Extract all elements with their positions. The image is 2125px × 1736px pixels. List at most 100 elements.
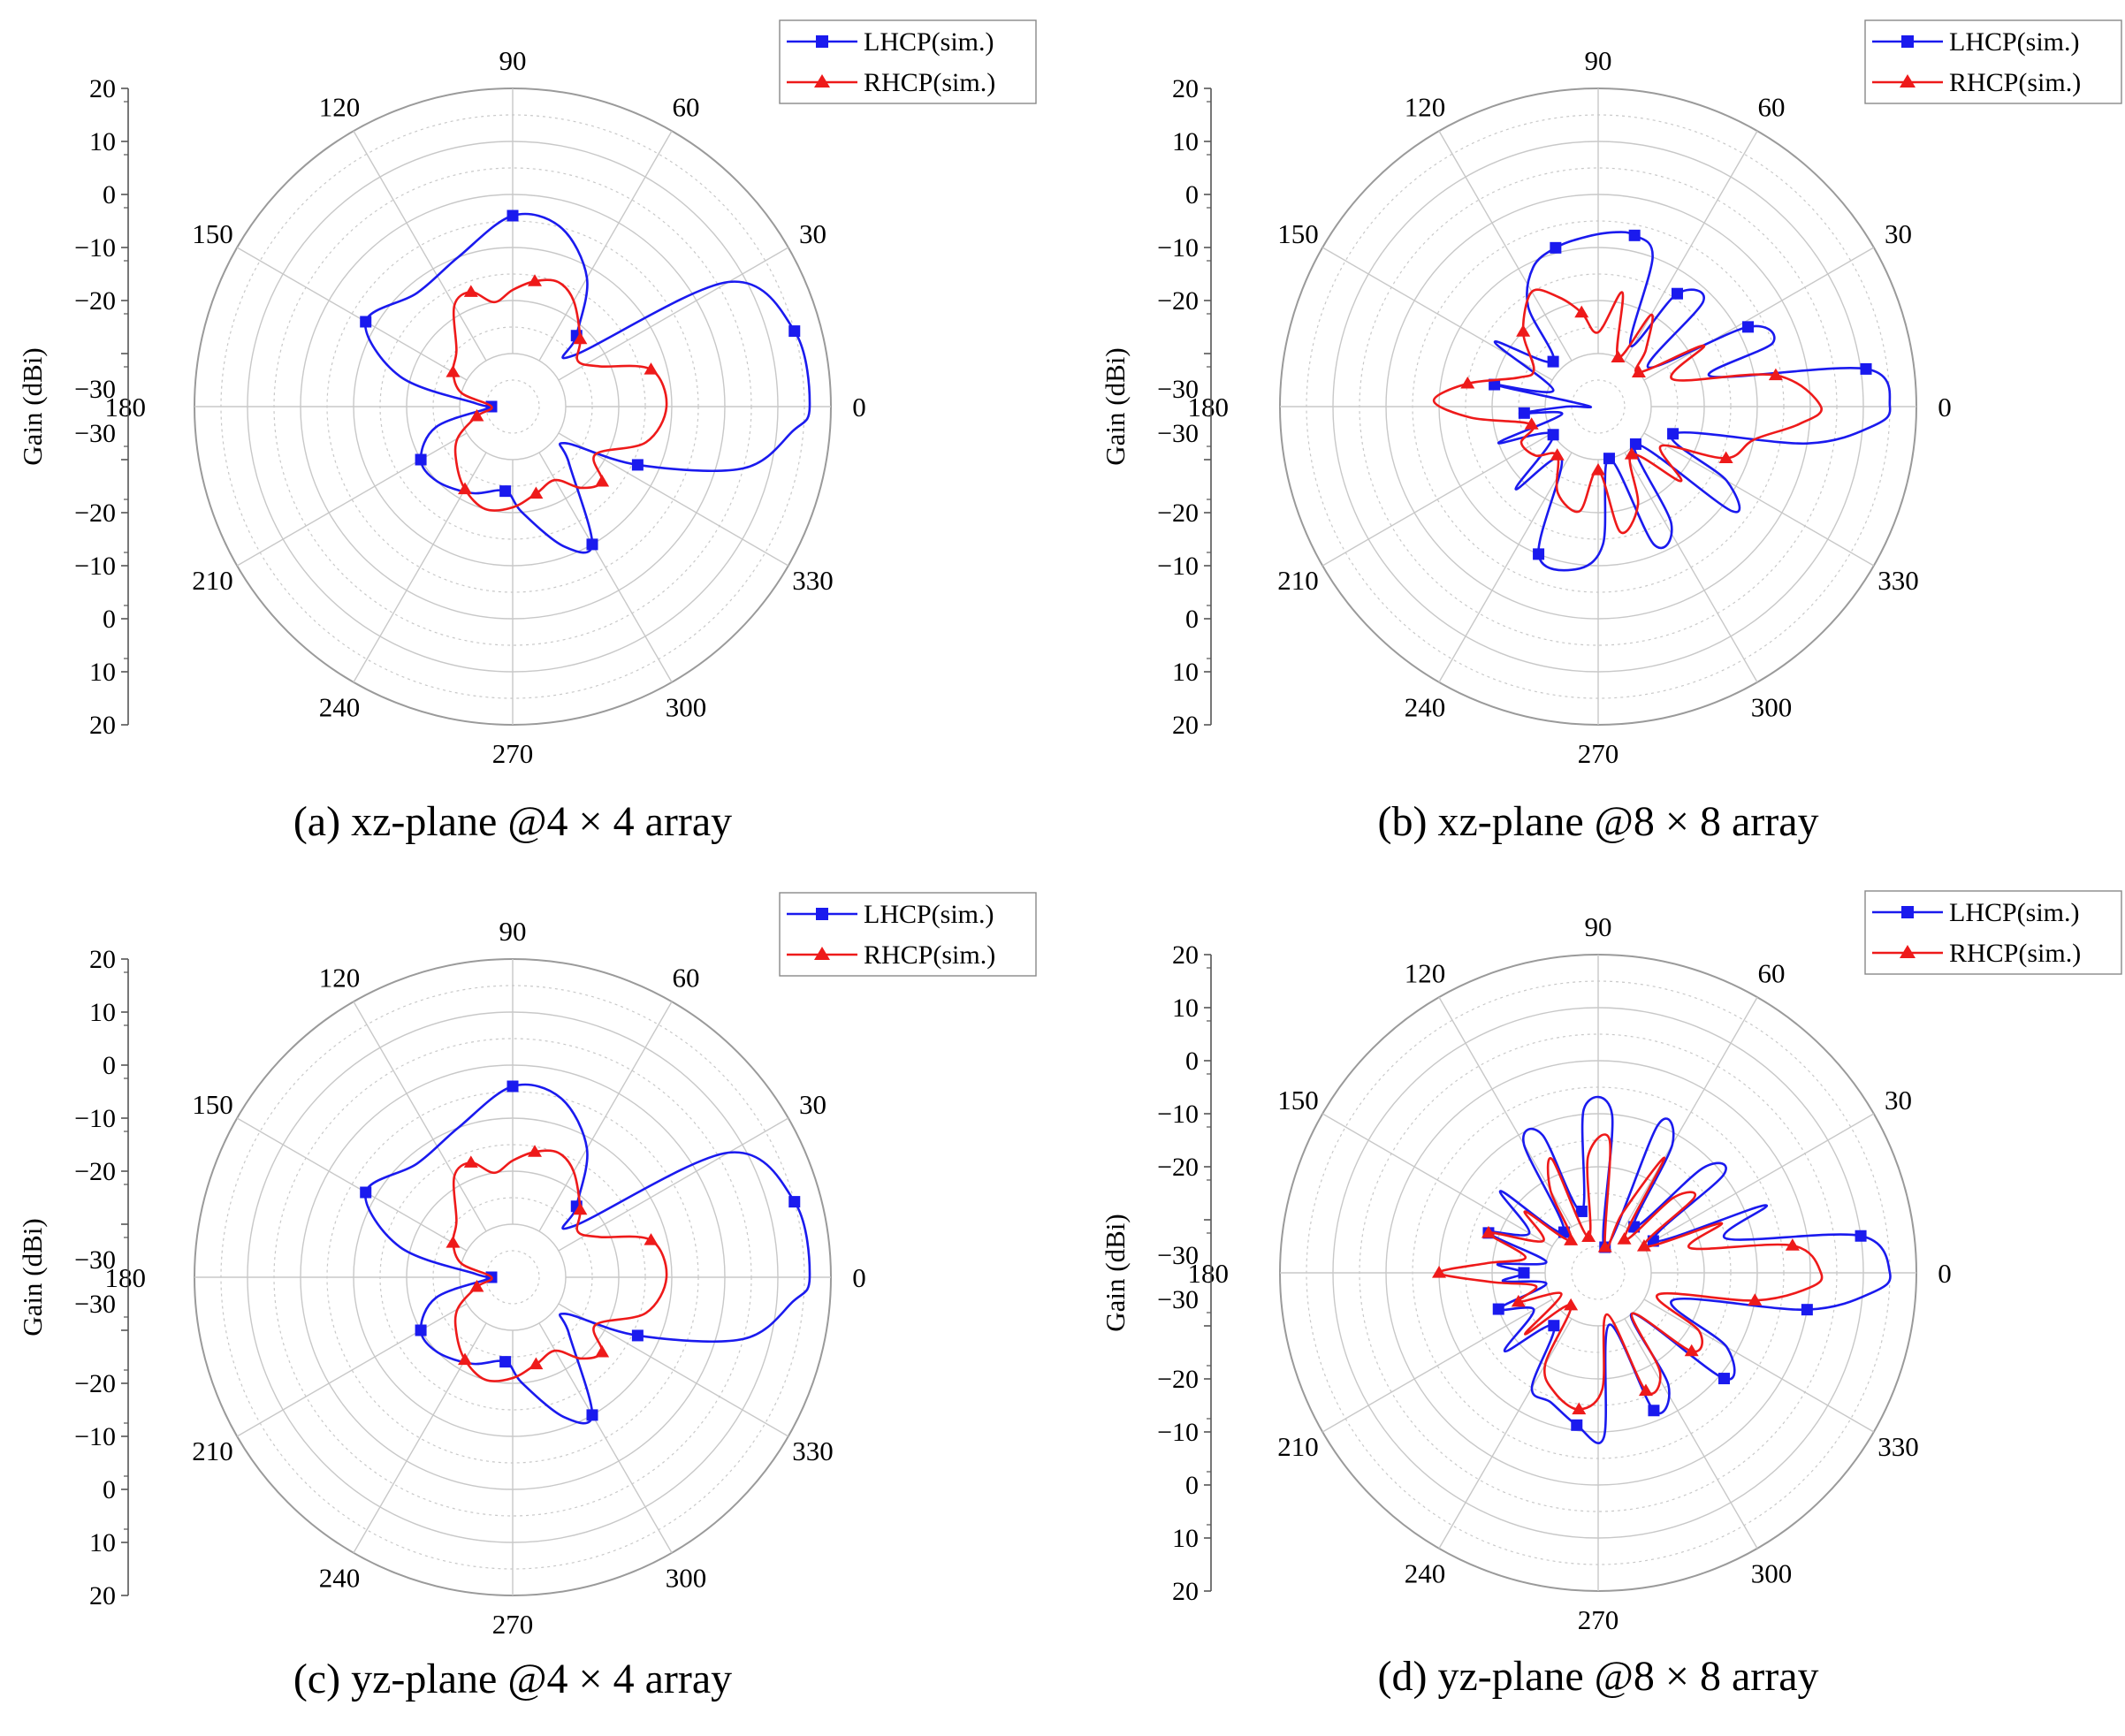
angle-label: 270 [492, 1609, 534, 1640]
angle-label: 30 [799, 1089, 826, 1120]
polar-panel-3: 0 30 60 90 120 150 210 240 270 300 330 180 20 10 0 −10 −… [17, 892, 1037, 1702]
grid-spoke [558, 247, 789, 381]
rhcp-marker [1636, 1239, 1651, 1252]
angle-label: 60 [1758, 92, 1786, 123]
panel-caption: (c) yz-plane @4 × 4 array [293, 1656, 732, 1702]
radial-tick-label: −30 [1157, 1285, 1199, 1314]
radial-tick-label: 0 [1185, 605, 1199, 634]
legend-marker-triangle [1900, 74, 1916, 88]
rhcp-marker [1511, 1294, 1526, 1307]
radial-tick-label: 20 [89, 1581, 116, 1610]
angle-label: 90 [499, 916, 527, 947]
radial-tick-label: 20 [1172, 1577, 1199, 1606]
angle-label: 180 [1188, 392, 1230, 423]
radial-tick-label: −10 [1157, 233, 1199, 263]
angle-label: 210 [1277, 565, 1319, 596]
grid-spoke [538, 1322, 673, 1554]
legend-label: RHCP(sim.) [864, 68, 995, 97]
panel-caption: (d) yz-plane @8 × 8 array [1377, 1653, 1818, 1700]
grid-minor-circle [485, 379, 540, 434]
angle-label: 150 [192, 1089, 233, 1120]
legend-box [779, 892, 1037, 977]
grid-spoke [1438, 130, 1573, 362]
lhcp-marker [1671, 287, 1683, 300]
angle-label: 30 [1885, 1085, 1912, 1115]
radial-tick-label: −10 [74, 233, 116, 263]
rhcp-marker [528, 1145, 543, 1157]
angle-label: 210 [192, 565, 233, 596]
legend-marker-square [816, 35, 828, 48]
angle-label: 60 [1758, 958, 1786, 989]
rhcp-marker [529, 486, 544, 499]
radial-tick-label: −30 [74, 1290, 116, 1319]
rhcp-marker [469, 408, 484, 422]
grid-spoke [236, 247, 468, 381]
lhcp-marker [631, 459, 644, 471]
grid-spoke [1643, 1113, 1875, 1247]
rhcp-marker [595, 474, 610, 487]
legend-box [1864, 890, 2122, 975]
radial-tick-label: 10 [89, 998, 116, 1027]
legend-box [1864, 19, 2122, 104]
rhcp-marker [1591, 463, 1605, 476]
legend: LHCP(sim.) RHCP(sim.) [779, 19, 1037, 104]
angle-label: 270 [1578, 1604, 1619, 1635]
lhcp-marker [1550, 241, 1562, 254]
radial-tick-label: 0 [103, 605, 116, 634]
grid-minor-circle [1571, 1245, 1626, 1300]
lhcp-marker [1575, 1205, 1588, 1217]
rhcp-marker [446, 1236, 461, 1248]
legend-label: RHCP(sim.) [1949, 68, 2081, 97]
grid-circle [459, 1223, 567, 1331]
rhcp-marker [1574, 305, 1589, 318]
angle-label: 300 [1751, 691, 1793, 722]
grid-spoke [1438, 452, 1573, 683]
legend: LHCP(sim.) RHCP(sim.) [1864, 19, 2122, 104]
rhcp-marker [1768, 368, 1783, 381]
legend-marker-square [816, 908, 828, 920]
legend-box [779, 19, 1037, 104]
legend: LHCP(sim.) RHCP(sim.) [779, 892, 1037, 977]
rhcp-marker [1581, 1230, 1596, 1243]
legend-label: LHCP(sim.) [1949, 898, 2080, 927]
angle-label: 240 [319, 691, 361, 722]
angle-label: 0 [1938, 1258, 1952, 1289]
legend-marker-square [1901, 906, 1914, 918]
lhcp-marker [1571, 1419, 1583, 1431]
lhcp-marker [360, 316, 372, 328]
grid-spoke [538, 130, 673, 362]
grid-spoke [353, 1001, 487, 1232]
rhcp-marker [1617, 1232, 1632, 1245]
lhcp-marker [499, 485, 512, 498]
rhcp-marker [469, 1279, 484, 1292]
y-axis-title: Gain (dBi) [1100, 347, 1131, 465]
lhcp-marker [506, 209, 519, 222]
rhcp-marker [1572, 1402, 1587, 1415]
grid-spoke [1624, 996, 1758, 1228]
legend: LHCP(sim.) RHCP(sim.) [1864, 890, 2122, 975]
lhcp-marker [1667, 428, 1679, 440]
radial-tick-label: 10 [89, 658, 116, 687]
angle-label: 240 [1405, 1557, 1446, 1588]
angle-label: 300 [666, 1562, 707, 1593]
y-axis-title: Gain (dBi) [17, 1218, 48, 1336]
rhcp-marker [1432, 1266, 1446, 1278]
radial-tick-label: 0 [103, 1475, 116, 1504]
angle-label: 330 [792, 565, 834, 596]
lhcp-marker [788, 325, 801, 338]
lhcp-marker [1489, 378, 1501, 391]
lhcp-marker [1547, 429, 1559, 441]
rhcp-marker [528, 274, 543, 286]
lhcp-marker [1518, 1267, 1530, 1279]
radial-tick-label: 0 [1185, 1047, 1199, 1076]
angle-label: 180 [105, 392, 147, 423]
radial-tick-label: −10 [74, 552, 116, 581]
grid-spoke [1624, 130, 1758, 362]
angle-label: 90 [1585, 45, 1612, 76]
angle-label: 270 [492, 738, 534, 769]
angle-label: 240 [319, 1562, 361, 1593]
lhcp-marker [1855, 1230, 1867, 1242]
rhcp-curve [1437, 1133, 1824, 1411]
